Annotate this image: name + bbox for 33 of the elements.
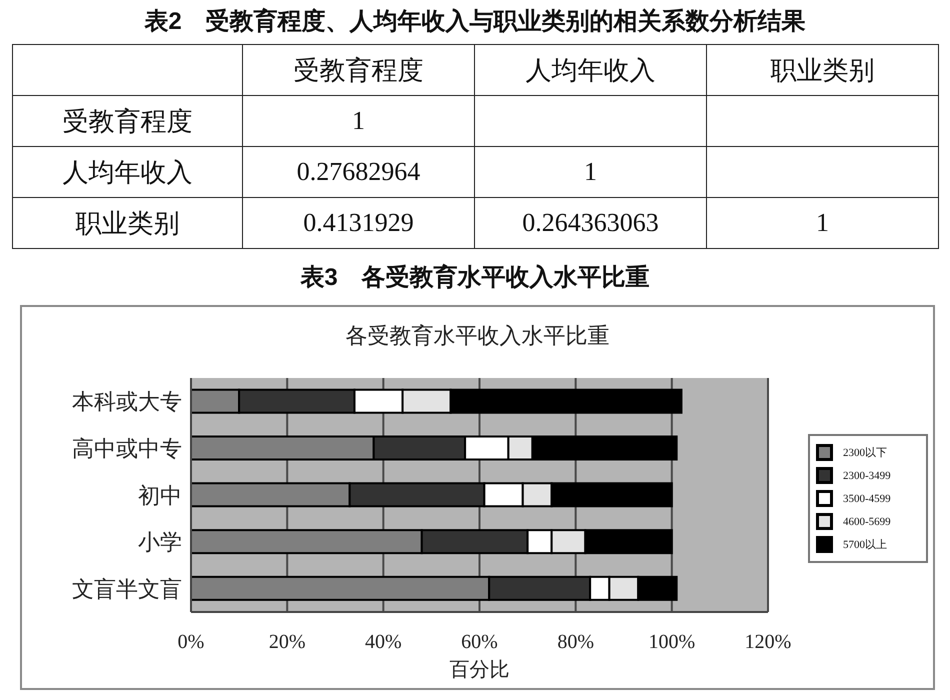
y-tick-label: 人均年收入 [12, 146, 242, 198]
y-tick-label: 本科或大专 [72, 389, 182, 414]
y-tick-label: 职业类别 [12, 198, 242, 248]
legend-label: 5700以上 [843, 538, 887, 552]
chart-title: 表2 受教育程度、人均年收入与职业类别的相关系数分析结果 [143, 8, 807, 36]
y-tick-label: 小学 [138, 530, 182, 555]
chart-subtitle: 各受教育水平收入水平比重 [344, 322, 610, 350]
y-tick-label: 文盲半文盲 [72, 576, 182, 602]
x-tick-label: 80% [557, 631, 594, 654]
x-tick-label: 职业类别 [706, 44, 938, 96]
legend-label: 2300-3499 [843, 470, 891, 482]
data-label: 0.264363063 [474, 198, 706, 248]
x-tick-label: 100% [648, 631, 696, 654]
y-tick-label: 受教育程度 [12, 96, 242, 146]
x-tick-label: 40% [364, 631, 402, 654]
y-tick-label: 高中或中专 [72, 436, 182, 462]
x-tick-label: 人均年收入 [474, 44, 706, 96]
x-axis-title: 百分比 [450, 659, 510, 681]
x-tick-label: 0% [178, 631, 204, 654]
legend-label: 4600-5699 [843, 516, 891, 528]
x-tick-label: 120% [744, 631, 792, 654]
x-tick-label: 60% [461, 631, 498, 654]
data-label: 0.27682964 [242, 146, 474, 198]
data-label: 1 [474, 146, 706, 198]
chart-title: 表3 各受教育水平收入水平比重 [299, 264, 651, 292]
y-tick-label: 初中 [138, 482, 182, 508]
x-tick-label: 20% [268, 631, 306, 654]
legend-label: 3500-4599 [843, 492, 891, 504]
x-tick-label: 受教育程度 [242, 44, 474, 96]
data-label: 1 [706, 198, 938, 248]
data-label: 1 [242, 96, 474, 146]
legend-label: 2300以下 [843, 446, 887, 460]
data-label: 0.4131929 [242, 198, 474, 248]
